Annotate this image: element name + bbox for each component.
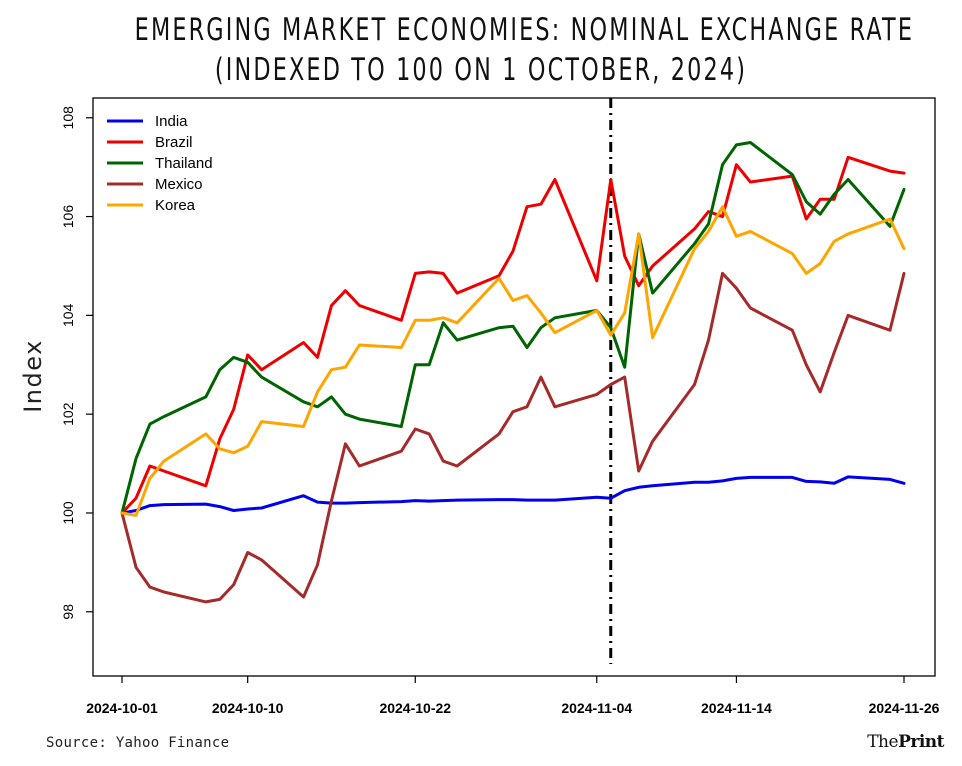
logo-the: The [867, 732, 899, 752]
y-axis-label: Index [19, 339, 47, 413]
y-tick-label: 104 [60, 303, 76, 327]
logo-print: Print [898, 732, 944, 752]
legend-label-mexico: Mexico [155, 176, 203, 193]
x-tick-label: 2024-10-22 [379, 700, 451, 716]
x-tick-label: 2024-11-14 [701, 700, 772, 716]
legend-label-thailand: Thailand [155, 155, 213, 172]
legend-label-korea: Korea [155, 197, 196, 214]
series-line-india [120, 475, 906, 515]
source-note: Source: Yahoo Finance [46, 735, 230, 751]
y-tick-label: 102 [60, 402, 76, 426]
publisher-logo: ThePrint [867, 732, 944, 752]
series-line-thailand [120, 141, 906, 515]
y-tick-label: 106 [60, 205, 76, 229]
series-line-korea [120, 205, 906, 517]
y-tick-label: 108 [60, 106, 76, 130]
x-tick-label: 2024-10-10 [212, 700, 284, 716]
y-tick-label: 100 [60, 501, 76, 525]
x-tick-label: 2024-10-01 [86, 700, 158, 716]
x-tick-label: 2024-11-26 [869, 700, 940, 716]
series-line-mexico [120, 271, 906, 604]
y-tick-label: 98 [60, 604, 76, 620]
x-tick-label: 2024-11-04 [561, 700, 632, 716]
legend-label-india: India [155, 113, 188, 130]
chart-subtitle: (INDEXED TO 100 ON 1 OCTOBER, 2024) [214, 52, 748, 88]
chart-title: EMERGING MARKET ECONOMIES: NOMINAL EXCHA… [134, 12, 915, 48]
legend-label-brazil: Brazil [155, 134, 193, 151]
plot-frame [92, 97, 936, 677]
series-line-brazil [120, 155, 906, 515]
